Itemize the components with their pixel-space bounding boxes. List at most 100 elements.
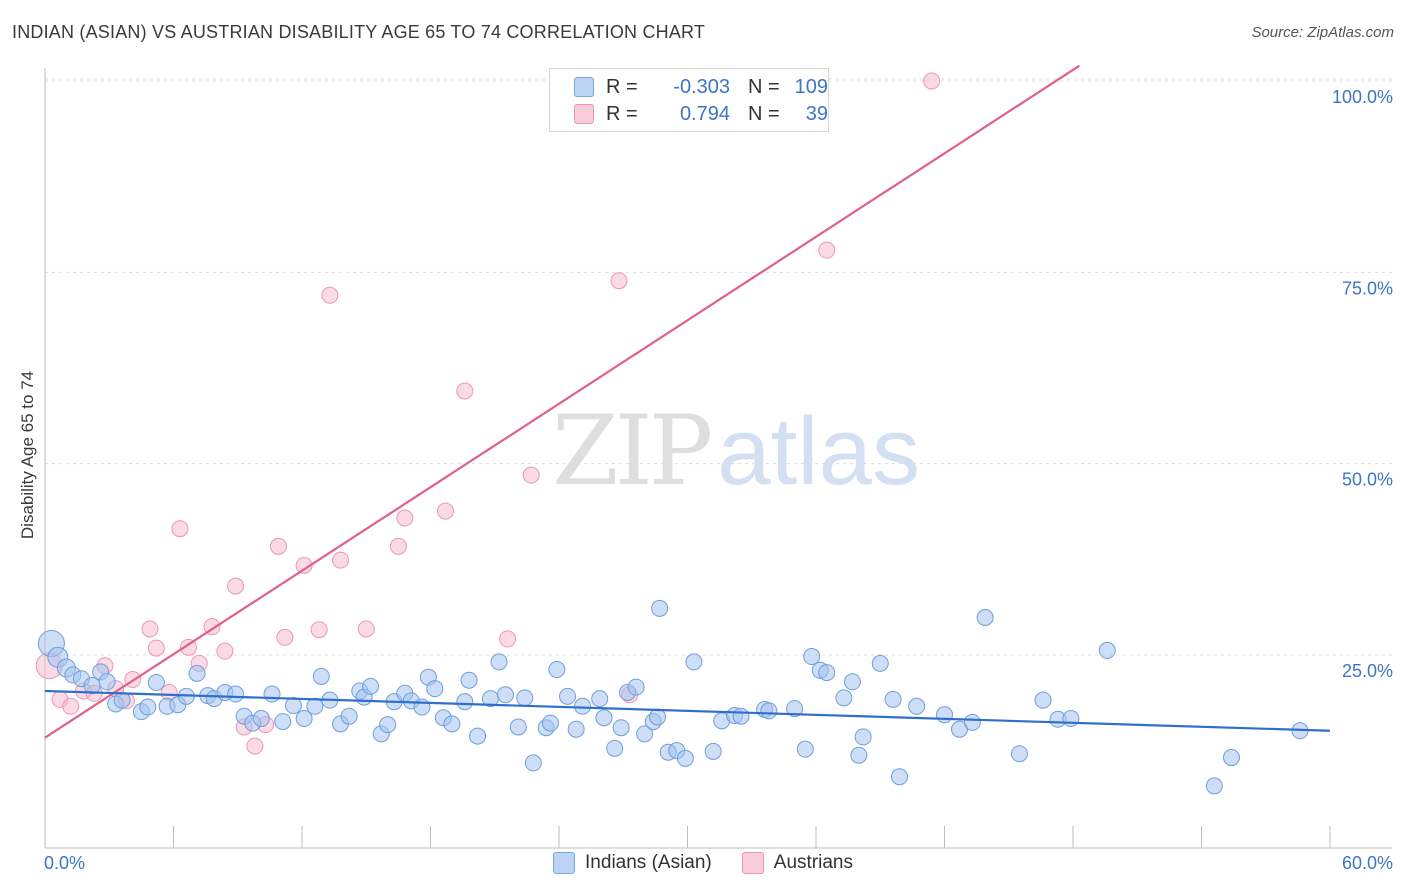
indians-point <box>362 677 380 695</box>
indians-point <box>312 667 330 685</box>
austrians-point <box>141 620 159 638</box>
y-tick-label: 25.0% <box>1342 661 1393 681</box>
indians-point <box>627 678 645 696</box>
tick-labels: 25.0% 50.0% 75.0% 100.0% 0.0% 60.0% <box>44 87 1393 873</box>
indians-point <box>1010 745 1028 763</box>
indians-point <box>188 664 206 682</box>
x-tick-label-max: 60.0% <box>1342 853 1393 873</box>
indians-point <box>651 599 669 617</box>
austrians-point <box>923 72 941 90</box>
grid-lines <box>45 78 1392 656</box>
indians-point <box>1098 641 1116 659</box>
legend-r-value: -0.303 <box>673 75 730 98</box>
indians-point <box>426 680 444 698</box>
bottom-legend: Indians (Asian) Austrians <box>0 852 1406 874</box>
indians-point <box>524 754 542 772</box>
austrians-point <box>522 466 540 484</box>
indians-point <box>850 746 868 764</box>
indians-point <box>548 661 566 679</box>
indians-point <box>1062 710 1080 728</box>
indians-point <box>284 697 302 715</box>
indians-point <box>263 685 281 703</box>
indians-point <box>574 697 592 715</box>
legend-swatch-indians <box>574 77 594 97</box>
indians-point <box>147 674 165 692</box>
indians-point <box>460 671 478 689</box>
y-tick-label: 75.0% <box>1342 278 1393 298</box>
indians-point <box>796 740 814 758</box>
trend-lines <box>44 64 1331 739</box>
indians-point <box>936 706 953 724</box>
austrians-point <box>321 286 339 304</box>
x-tick-label-min: 0.0% <box>44 853 85 873</box>
indians-point <box>443 715 461 733</box>
austrians-point <box>276 628 294 646</box>
indians-point <box>636 725 654 743</box>
legend-r-value: 0.794 <box>679 102 730 125</box>
indians-point <box>98 673 116 691</box>
austrians-point <box>610 272 628 290</box>
indians-point <box>854 728 872 746</box>
indians-point <box>274 713 292 731</box>
legend-swatch-austrians <box>574 104 594 124</box>
indians-point <box>490 653 508 671</box>
indians-point <box>1034 691 1052 709</box>
bottom-legend-label-indians: Indians (Asian) <box>585 852 712 873</box>
legend-r-label: R = <box>606 75 638 98</box>
austrians-point <box>436 502 454 520</box>
austrians-point <box>499 630 517 648</box>
indians-point <box>227 685 245 703</box>
indians-point <box>976 608 994 626</box>
indians-point <box>818 664 836 682</box>
indians-point <box>612 719 630 737</box>
indians-point <box>496 686 514 704</box>
austrians-point <box>332 551 350 569</box>
austrians-point <box>396 509 414 527</box>
bottom-legend-indians: Indians (Asian) <box>553 852 712 874</box>
indians-point <box>963 713 981 731</box>
axes <box>44 68 1392 849</box>
austrians-point <box>295 556 313 574</box>
austrians-point <box>246 737 264 755</box>
indians-point <box>469 727 487 745</box>
austrians-point <box>227 577 245 595</box>
indians-point <box>559 687 577 705</box>
indians-point <box>591 690 609 708</box>
indians-trend-line <box>44 689 1331 732</box>
legend-r-label: R = <box>606 102 638 125</box>
indians-point <box>113 691 131 709</box>
austrians-point <box>357 620 375 638</box>
legend-n-value: 109 <box>794 75 828 98</box>
indians-point <box>786 700 804 718</box>
bottom-legend-swatch-indians <box>553 852 576 874</box>
indians-point <box>509 718 527 736</box>
austrians-point <box>62 697 80 715</box>
legend-row-austrians: R = 0.794 N = 39 <box>574 102 828 126</box>
indians-point <box>685 653 703 671</box>
bottom-legend-label-austrians: Austrians <box>773 852 853 873</box>
legend-n-value: 39 <box>805 102 828 125</box>
indians-point <box>340 707 358 725</box>
indians-point <box>704 742 722 760</box>
austrians-point <box>216 642 234 660</box>
indians-point <box>595 709 613 727</box>
legend: R = -0.303 N = 109 R = 0.794 N = 39 <box>549 68 829 132</box>
indians-point <box>606 739 624 757</box>
austrians-point <box>456 382 474 400</box>
indians-point <box>732 707 750 725</box>
legend-n-label: N = <box>748 75 780 98</box>
austrians-points <box>35 72 941 755</box>
indians-point <box>760 702 778 720</box>
austrians-point <box>310 621 328 639</box>
austrians-point <box>818 241 836 259</box>
indians-point <box>884 690 902 708</box>
chart-title: INDIAN (ASIAN) VS AUSTRIAN DISABILITY AG… <box>12 22 706 42</box>
indians-point <box>1222 749 1240 767</box>
austrians-trend-line <box>44 64 1081 739</box>
indians-point <box>843 673 861 691</box>
legend-n-label: N = <box>748 102 780 125</box>
indians-point <box>541 714 559 732</box>
austrians-point <box>179 638 197 656</box>
y-tick-label: 50.0% <box>1342 470 1393 490</box>
